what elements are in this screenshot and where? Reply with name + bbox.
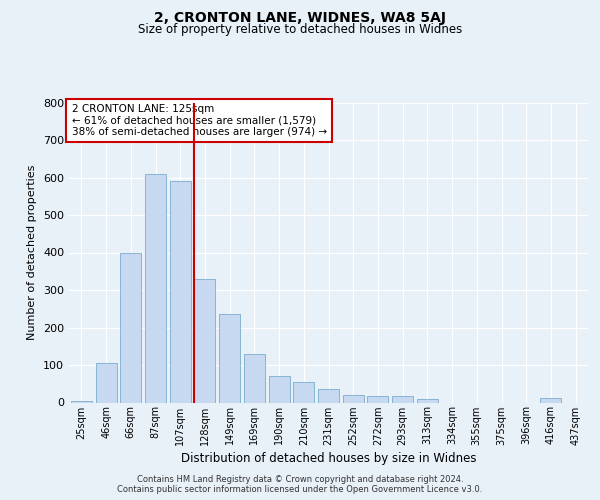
Bar [244, 354, 265, 403]
Bar [293, 382, 314, 402]
Bar [541, 398, 562, 402]
Bar [71, 400, 92, 402]
Bar [343, 395, 364, 402]
Bar [392, 396, 413, 402]
Bar [145, 174, 166, 402]
Text: Contains HM Land Registry data © Crown copyright and database right 2024.
Contai: Contains HM Land Registry data © Crown c… [118, 474, 482, 494]
Bar [219, 314, 240, 402]
Text: Size of property relative to detached houses in Widnes: Size of property relative to detached ho… [138, 22, 462, 36]
Bar [318, 390, 339, 402]
Bar [120, 252, 141, 402]
Text: 2 CRONTON LANE: 125sqm
← 61% of detached houses are smaller (1,579)
38% of semi-: 2 CRONTON LANE: 125sqm ← 61% of detached… [71, 104, 327, 137]
Bar [194, 279, 215, 402]
Bar [95, 363, 116, 403]
X-axis label: Distribution of detached houses by size in Widnes: Distribution of detached houses by size … [181, 452, 476, 464]
Bar [269, 376, 290, 402]
Text: 2, CRONTON LANE, WIDNES, WA8 5AJ: 2, CRONTON LANE, WIDNES, WA8 5AJ [154, 11, 446, 25]
Bar [417, 399, 438, 402]
Bar [170, 181, 191, 402]
Y-axis label: Number of detached properties: Number of detached properties [28, 165, 37, 340]
Bar [367, 396, 388, 402]
